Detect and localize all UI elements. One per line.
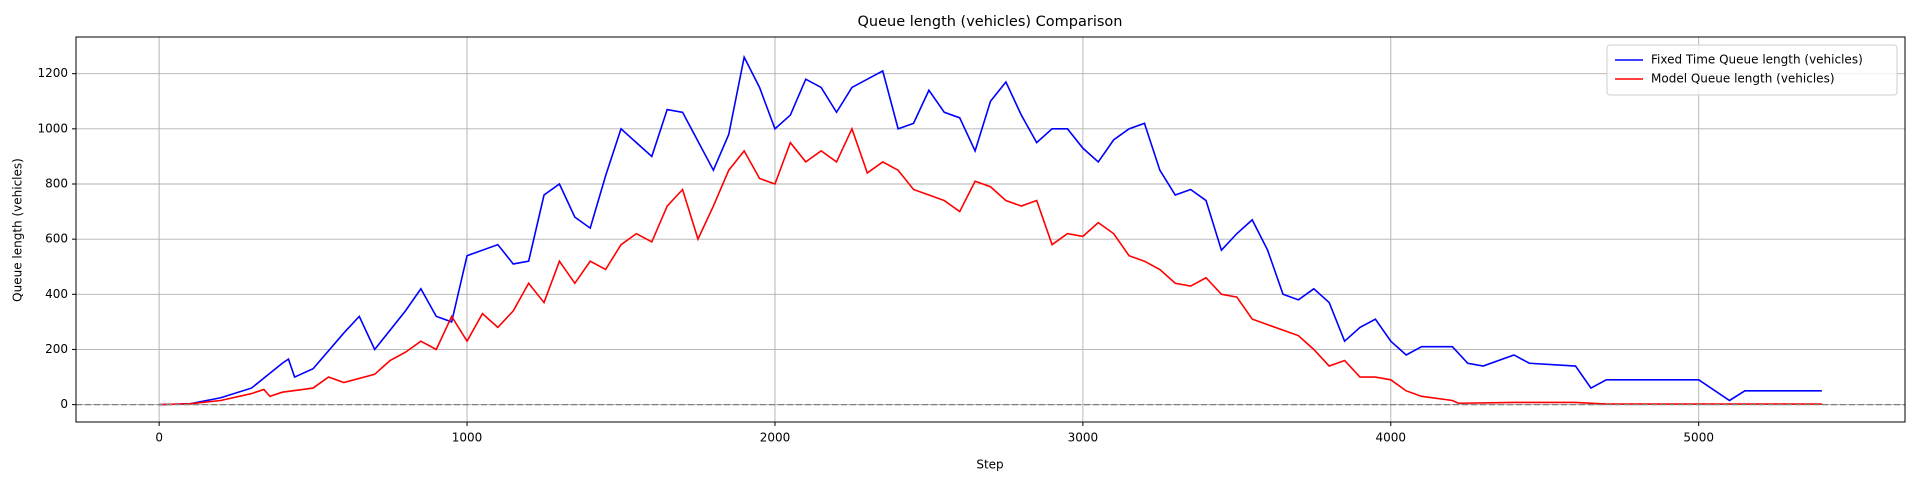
y-tick-label: 200 xyxy=(45,342,68,356)
chart-title: Queue length (vehicles) Comparison xyxy=(857,14,1122,30)
x-tick-label: 3000 xyxy=(1068,431,1099,445)
legend-box xyxy=(1606,44,1898,96)
x-tick-label: 0 xyxy=(155,431,163,445)
x-axis-label: Step xyxy=(976,458,1003,472)
x-tick-label: 1000 xyxy=(452,431,483,445)
y-tick-label: 1200 xyxy=(37,66,68,80)
y-tick-label: 1000 xyxy=(37,121,68,135)
y-axis-label: Queue length (vehicles) xyxy=(11,158,25,302)
legend-label: Fixed Time Queue length (vehicles) xyxy=(1651,53,1863,67)
y-tick-label: 400 xyxy=(45,287,68,301)
x-tick-label: 5000 xyxy=(1683,431,1714,445)
x-tick-label: 2000 xyxy=(760,431,791,445)
y-tick-label: 0 xyxy=(60,397,68,411)
legend: Fixed Time Queue length (vehicles) Model … xyxy=(1606,44,1898,96)
series-line xyxy=(159,126,1822,406)
series-line xyxy=(159,54,1822,406)
x-tick-label: 4000 xyxy=(1376,431,1407,445)
y-tick-label: 800 xyxy=(45,176,68,190)
plot-frame xyxy=(75,36,1906,423)
legend-label: Model Queue length (vehicles) xyxy=(1651,72,1835,86)
y-tick-label: 600 xyxy=(45,232,68,246)
